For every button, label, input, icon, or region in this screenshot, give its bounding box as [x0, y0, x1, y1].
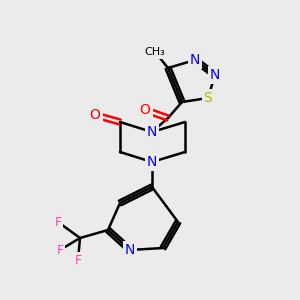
Text: N: N	[125, 243, 135, 257]
Text: N: N	[190, 53, 200, 67]
Text: CH₃: CH₃	[145, 47, 165, 57]
Text: F: F	[74, 254, 82, 266]
Text: F: F	[56, 244, 64, 256]
Text: O: O	[140, 103, 150, 117]
Text: O: O	[90, 108, 101, 122]
Text: N: N	[210, 68, 220, 82]
Text: N: N	[147, 155, 157, 169]
Text: N: N	[147, 125, 157, 139]
Text: S: S	[204, 91, 212, 105]
Text: F: F	[54, 215, 61, 229]
